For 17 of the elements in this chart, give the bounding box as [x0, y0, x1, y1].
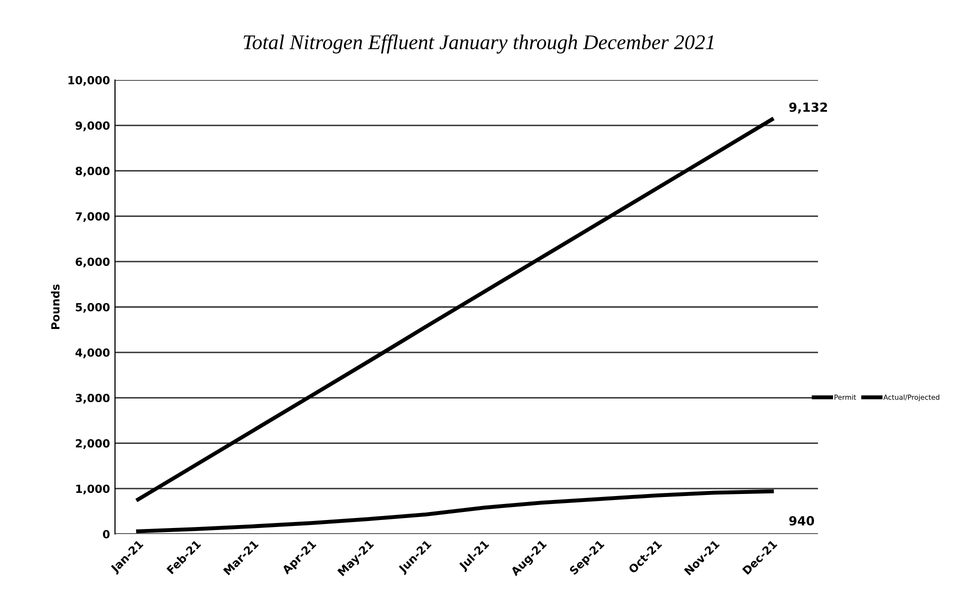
- y-tick-label: 2,000: [76, 439, 110, 449]
- y-tick-label: 10,000: [68, 76, 110, 86]
- line-series: [136, 117, 774, 502]
- chart-title: Total Nitrogen Effluent January through December 2021: [244, 34, 714, 54]
- y-tick-label: 7,000: [76, 212, 110, 222]
- data-label: 9,132: [789, 102, 828, 114]
- y-tick-label: 4,000: [75, 348, 110, 358]
- line-series: [136, 489, 774, 534]
- y-tick-label: 8,000: [76, 166, 110, 177]
- y-tick-label: 6,000: [76, 258, 110, 268]
- data-label: 940: [789, 516, 814, 526]
- y-axis-title: Pounds: [50, 284, 60, 330]
- y-tick-label: 9,000: [76, 121, 110, 132]
- y-tick-label: 0: [102, 530, 110, 538]
- y-tick-label: 1,000: [76, 484, 110, 494]
- y-tick-label: 5,000: [76, 302, 110, 313]
- y-tick-label: 3,000: [76, 394, 110, 404]
